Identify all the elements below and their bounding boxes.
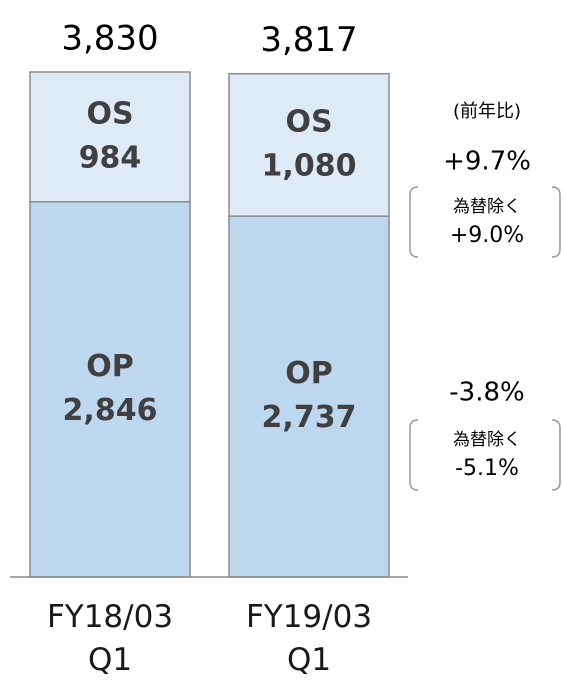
bar-segment — [29, 71, 191, 203]
total-label: 3,830 — [61, 19, 158, 59]
total-label: 3,817 — [260, 20, 357, 60]
segment-name: OP — [86, 349, 134, 384]
segment-value: 2,846 — [63, 393, 158, 428]
bar-segment — [228, 72, 390, 217]
x-tick-label: FY19/03 Q1 — [245, 599, 373, 678]
bracket — [409, 186, 419, 258]
bracket — [551, 419, 561, 491]
segment-value: 1,080 — [262, 148, 357, 183]
segment-name: OS — [86, 96, 133, 131]
annotation: 為替除く — [453, 430, 521, 450]
annotation: +9.0% — [450, 223, 524, 248]
annotation: 為替除く — [453, 197, 521, 217]
annotation: +9.7% — [443, 147, 531, 177]
bar-segment — [29, 200, 191, 578]
segment-name: OS — [285, 104, 332, 139]
segment-value: 2,737 — [262, 400, 357, 435]
bracket — [551, 186, 561, 258]
segment-name: OP — [285, 356, 333, 391]
annotation: -5.1% — [455, 456, 519, 481]
segment-value: 984 — [79, 140, 142, 175]
annotation: -3.8% — [449, 378, 524, 408]
x-tick-label: FY18/03 Q1 — [46, 599, 174, 678]
annotation: (前年比) — [453, 101, 521, 122]
bar-segment — [228, 215, 390, 578]
bracket — [409, 419, 419, 491]
